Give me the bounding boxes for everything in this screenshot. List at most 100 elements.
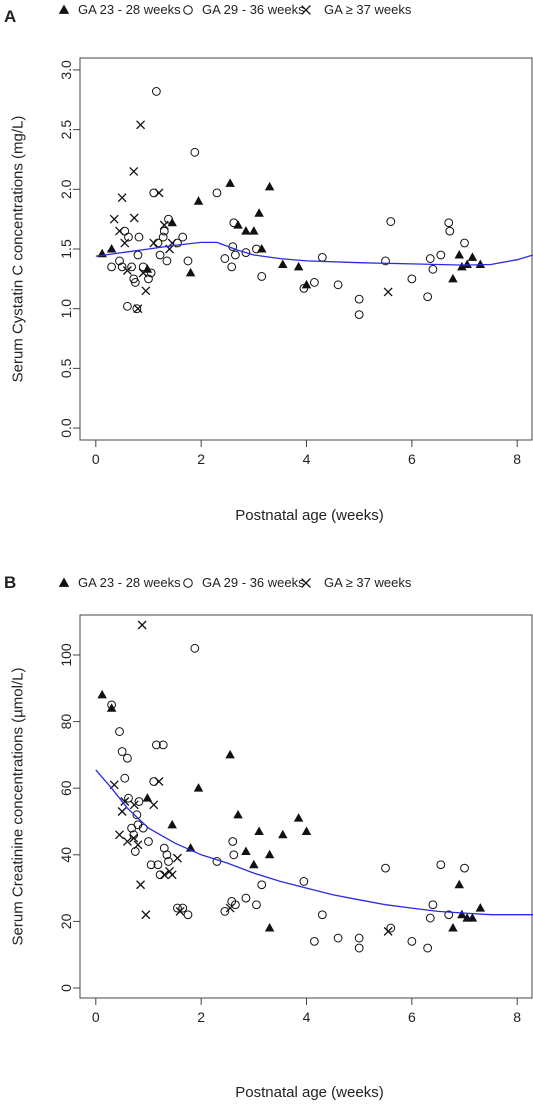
legend-entry: GA 23 - 28 weeks <box>78 575 181 590</box>
data-point-cross <box>129 166 139 176</box>
data-point-cross <box>122 837 132 846</box>
data-point-circle <box>127 262 137 272</box>
data-point-triangle <box>467 252 478 261</box>
data-point-triangle <box>454 249 465 259</box>
data-point-triangle <box>475 903 486 912</box>
data-point-circle <box>299 283 309 293</box>
data-point-cross <box>133 304 143 314</box>
data-point-circle <box>146 268 156 278</box>
data-point-circle <box>229 218 239 228</box>
data-point-circle <box>173 238 182 248</box>
data-point-triangle <box>167 217 177 227</box>
data-point-circle <box>252 244 261 254</box>
data-point-circle <box>460 863 469 873</box>
data-point-circle <box>133 250 143 260</box>
x-axis-label-a: Postnatal age (weeks) <box>235 507 383 524</box>
data-point-triangle <box>254 826 264 835</box>
legend-entry: GA 29 - 36 weeks <box>202 575 305 590</box>
data-point-triangle <box>457 909 467 919</box>
data-point-circle <box>132 304 142 314</box>
legend-marker-cross <box>301 5 311 15</box>
data-point-triangle <box>454 879 465 889</box>
data-point-cross <box>136 880 146 890</box>
data-point-triangle <box>167 819 177 829</box>
data-point-circle <box>134 232 144 242</box>
data-point-cross <box>109 214 119 224</box>
data-point-triangle <box>193 783 204 792</box>
x-tick-label: 8 <box>513 451 521 467</box>
x-tick-label: 0 <box>92 451 100 467</box>
data-point-circle <box>425 913 435 923</box>
data-point-circle <box>436 860 446 870</box>
data-point-cross <box>115 830 124 840</box>
x-tick-label: 4 <box>303 1009 311 1025</box>
y-tick-label: 1.0 <box>58 299 74 319</box>
legend-a: GA 23 - 28 weeks GA 29 - 36 weeks GA ≥ 37 … <box>58 2 412 17</box>
data-point-circle <box>107 262 117 272</box>
data-point-triangle <box>264 849 275 859</box>
axes-a: 0 2 4 6 8 0.0 0.5 1.0 1.5 2.0 2.5 3.0 <box>58 60 521 467</box>
data-point-circle <box>386 217 396 226</box>
data-point-circle <box>173 903 182 913</box>
data-point-circle <box>155 870 165 880</box>
data-point-cross <box>115 226 124 236</box>
data-point-circle <box>423 943 433 953</box>
legend-entry: GA ≥ 37 weeks <box>324 2 412 17</box>
data-point-triangle <box>256 244 267 253</box>
data-point-triangle <box>467 913 478 922</box>
legend-b: GA 23 - 28 weeks GA 29 - 36 weeks GA ≥ 37 … <box>58 575 412 590</box>
x-tick-label: 6 <box>408 1009 416 1025</box>
data-point-circle <box>151 87 161 96</box>
data-point-circle <box>159 226 169 236</box>
data-point-triangle <box>457 261 467 271</box>
data-point-triangle <box>448 273 458 283</box>
y-tick-label: 60 <box>58 780 74 796</box>
y-tick-label: 1.5 <box>58 239 74 259</box>
data-point-circle <box>183 910 193 920</box>
legend-marker-triangle <box>58 577 70 587</box>
plot-frame-b <box>79 614 533 999</box>
legend-entry: GA 23 - 28 weeks <box>78 2 181 17</box>
data-point-circle <box>317 910 327 920</box>
x-tick-label: 8 <box>513 1009 521 1025</box>
data-point-cross <box>120 238 130 248</box>
trend-line-a <box>95 241 533 266</box>
data-point-circle <box>130 847 140 856</box>
data-point-circle <box>381 863 390 873</box>
data-point-circle <box>190 147 200 157</box>
data-point-cross <box>136 120 146 130</box>
data-point-circle <box>149 188 159 198</box>
data-point-triangle <box>193 196 204 205</box>
data-point-triangle <box>462 259 472 269</box>
data-point-cross <box>159 220 169 230</box>
data-point-circle <box>241 893 251 903</box>
data-point-circle <box>444 910 454 920</box>
data-point-cross <box>133 840 143 850</box>
data-point-circle <box>117 747 127 756</box>
data-point-circle <box>460 238 469 248</box>
legend-marker-triangle <box>58 4 70 14</box>
data-point-triangle <box>241 226 251 235</box>
panel-label-a: A <box>4 7 16 26</box>
data-point-circle <box>130 278 140 287</box>
data-point-triangle <box>278 259 288 269</box>
data-point-cross <box>154 777 164 786</box>
data-point-circle <box>354 933 364 943</box>
data-point-circle <box>230 250 240 260</box>
legend-entry: GA 29 - 36 weeks <box>202 2 305 17</box>
panel-a: A GA 23 - 28 weeks GA 29 - 36 weeks GA ≥ 3… <box>4 2 533 524</box>
data-point-circle <box>149 777 159 786</box>
data-point-triangle <box>278 829 288 839</box>
data-point-circle <box>162 256 172 266</box>
data-point-circle <box>164 857 173 866</box>
data-point-triangle <box>448 923 458 932</box>
data-point-circle <box>229 850 239 860</box>
data-point-cross <box>149 800 159 810</box>
data-point-cross <box>122 266 132 275</box>
data-point-cross <box>117 193 127 203</box>
data-point-triangle <box>106 244 117 253</box>
data-point-circle <box>134 797 144 806</box>
data-point-circle <box>428 900 438 910</box>
data-point-circle <box>381 256 390 266</box>
